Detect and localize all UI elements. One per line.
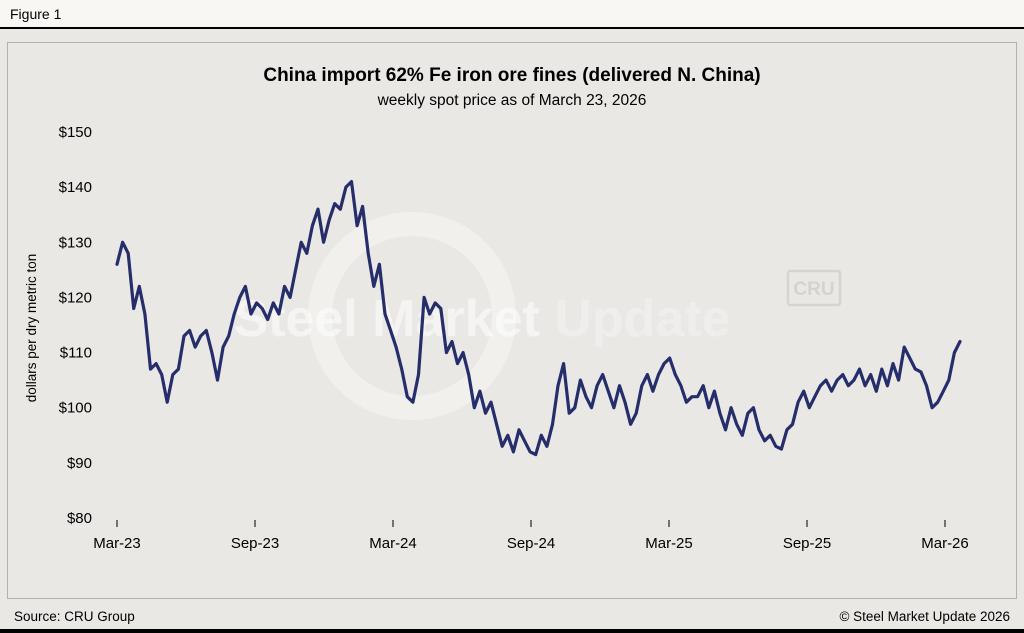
x-tick-label: Mar-24 xyxy=(369,535,417,552)
y-axis-title: dollars per dry metric ton xyxy=(24,254,39,403)
chart-subtitle: weekly spot price as of March 23, 2026 xyxy=(377,92,647,109)
y-tick-label: $150 xyxy=(59,124,92,141)
figure-label: Figure 1 xyxy=(10,5,62,22)
axes-layer: $80 $90 $100 $110 $120 $130 $140 $150 Mar-23 Sep-… xyxy=(59,124,969,552)
chart-panel: China import 62% Fe iron ore fines (deli… xyxy=(7,42,1017,599)
x-tick-label: Sep-25 xyxy=(783,535,831,552)
x-tick-label: Mar-25 xyxy=(645,535,693,552)
chart-title: China import 62% Fe iron ore fines (deli… xyxy=(263,65,761,86)
watermark-text: Steel Market Update xyxy=(233,290,730,348)
x-tick-label: Sep-24 xyxy=(507,535,555,552)
x-tick-label: Sep-23 xyxy=(231,535,279,552)
figure-strip: Figure 1 xyxy=(0,0,1024,29)
y-tick-label: $80 xyxy=(67,510,92,527)
x-tick-label: Mar-23 xyxy=(93,535,141,552)
watermark-cru-label: CRU xyxy=(793,279,834,300)
footer: Source: CRU Group © Steel Market Update … xyxy=(0,609,1024,624)
y-tick-label: $130 xyxy=(59,234,92,251)
y-tick-label: $140 xyxy=(59,179,92,196)
copyright-notice: © Steel Market Update 2026 xyxy=(839,609,1010,624)
x-tick-label: Mar-26 xyxy=(921,535,969,552)
source-credit: Source: CRU Group xyxy=(14,609,135,624)
bottom-border-bar xyxy=(0,629,1024,633)
y-tick-label: $100 xyxy=(59,400,92,417)
watermark-swoosh-icon xyxy=(308,212,516,420)
y-tick-label: $110 xyxy=(60,345,92,362)
watermark-cru-badge: CRU xyxy=(786,269,842,307)
price-line-series xyxy=(115,179,962,457)
y-tick-label: $90 xyxy=(67,455,92,472)
price-chart-svg: Steel Market Update CRU dollars per dry … xyxy=(24,124,969,552)
y-tick-label: $120 xyxy=(59,289,92,306)
price-line xyxy=(115,179,962,457)
